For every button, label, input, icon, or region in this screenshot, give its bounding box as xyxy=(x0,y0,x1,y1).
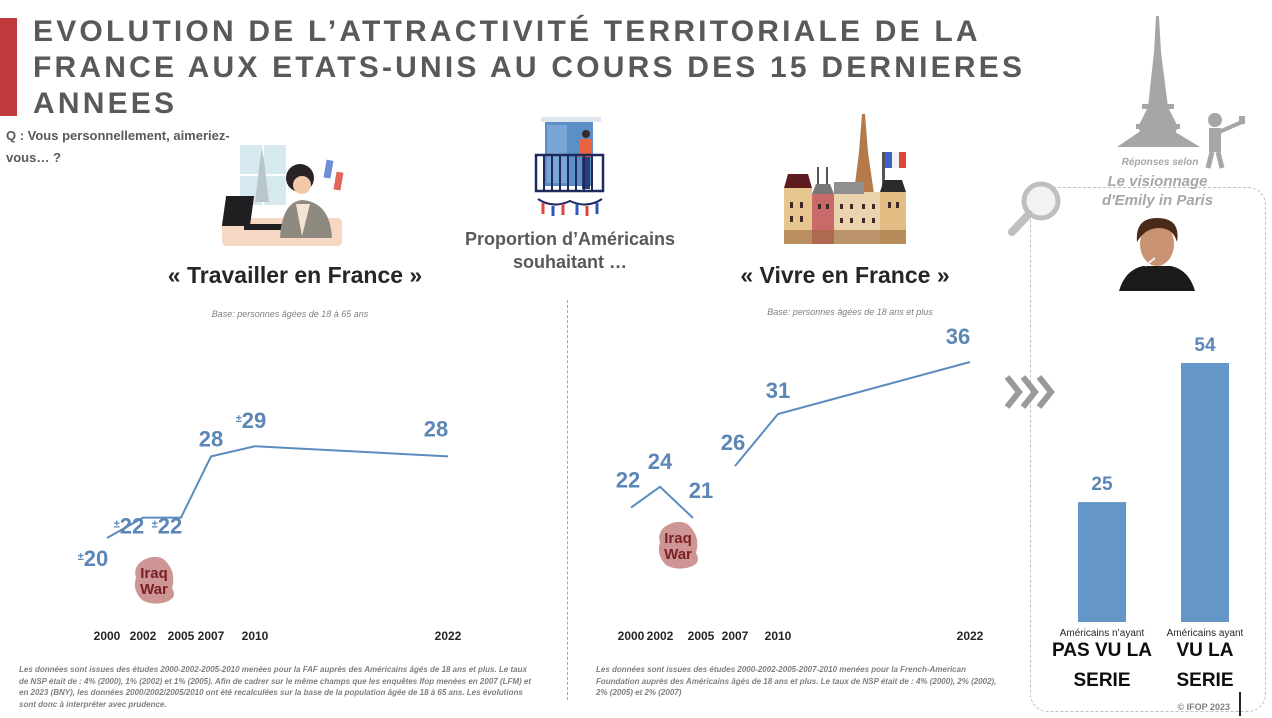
work-data-label: 28 xyxy=(424,416,448,441)
title-accent-bar xyxy=(0,18,17,116)
panel-title-line1: Le visionnage xyxy=(1107,173,1208,190)
work-x-tick-label: 2005 xyxy=(168,629,195,643)
actor-portrait-photo xyxy=(1115,214,1199,291)
bar2-caption-line2: SERIE xyxy=(1176,670,1234,691)
survey-question: Q : Vous personnellement, aimeriez-vous…… xyxy=(6,128,230,165)
live-chart-base-note: Base: personnes âgées de 18 ans et plus xyxy=(767,307,933,317)
work-data-label: ±29 xyxy=(236,408,267,433)
live-data-label: 26 xyxy=(721,430,745,455)
panel-title: Le visionnage d'Emily in Paris xyxy=(1075,172,1240,210)
live-iraq-war-label-line1: Iraq xyxy=(664,530,692,547)
work-data-label: 28 xyxy=(199,426,223,451)
page-title: EVOLUTION DE L’ATTRACTIVITÉ TERRITORIALE… xyxy=(33,15,1026,120)
work-chart-title: « Travailler en France » xyxy=(167,262,423,288)
live-x-tick-label: 2005 xyxy=(688,629,715,643)
bar1-caption-big: PAS VU LA SERIE xyxy=(1042,636,1162,696)
copyright-divider xyxy=(1239,692,1241,716)
live-iraq-war-shape xyxy=(658,521,698,569)
live-data-label: 21 xyxy=(689,478,713,503)
magnifying-glass-icon xyxy=(1008,181,1061,236)
live-data-label: 31 xyxy=(766,378,790,403)
bar2-caption-small: Américains ayant xyxy=(1166,628,1244,639)
bar1-caption-small: Américains n’ayant xyxy=(1059,628,1145,639)
bar1-caption-line1: PAS VU LA xyxy=(1052,640,1152,661)
section-divider xyxy=(567,300,568,700)
work-data-label: ±20 xyxy=(78,546,109,571)
work-series-line xyxy=(106,445,449,539)
live-chart-footnote: Les données sont issues des études 2000-… xyxy=(596,665,997,697)
live-series-line xyxy=(630,361,971,519)
live-data-label: 36 xyxy=(946,324,970,349)
work-iraq-war-label-line1: Iraq xyxy=(140,565,168,582)
live-data-label: 24 xyxy=(648,449,673,474)
man-on-balcony-illustration xyxy=(534,117,605,216)
panel-responses-label: Réponses selon xyxy=(1121,157,1199,168)
work-chart-base-note: Base: personnes âgées de 18 à 65 ans xyxy=(211,309,369,319)
work-x-tick-label: 2010 xyxy=(242,629,269,643)
work-x-tick-label: 2007 xyxy=(198,629,225,643)
work-chart-footnote: Les données sont issues des études 2000-… xyxy=(19,665,532,709)
live-x-tick-label: 2000 xyxy=(618,629,645,643)
work-x-tick-label: 2002 xyxy=(130,629,157,643)
work-iraq-war-label-line2: War xyxy=(140,581,168,598)
bar2-caption-line1: VU LA xyxy=(1176,640,1234,661)
work-x-tick-label: 2000 xyxy=(94,629,121,643)
live-data-label: 22 xyxy=(616,468,640,493)
paris-buildings-eiffel-tower-illustration xyxy=(784,114,906,244)
woman-working-laptop-illustration xyxy=(222,145,344,246)
eiffel-tower-selfie-icon xyxy=(1117,16,1245,169)
live-x-tick-label: 2022 xyxy=(957,629,984,643)
live-x-tick-label: 2002 xyxy=(647,629,674,643)
live-iraq-war-label-line2: War xyxy=(664,546,692,563)
work-x-tick-label: 2022 xyxy=(435,629,462,643)
work-data-label: ±22 xyxy=(114,514,145,539)
live-chart-title: « Vivre en France » xyxy=(740,262,950,288)
triple-chevron-right-icon xyxy=(1004,375,1055,409)
copyright: © IFOP 2023 xyxy=(1177,702,1231,712)
work-data-label: ±22 xyxy=(152,514,183,539)
panel-title-line2: d'Emily in Paris xyxy=(1101,192,1214,209)
live-x-tick-label: 2007 xyxy=(722,629,749,643)
center-label: Proportion d’Américains souhaitant … xyxy=(464,229,676,272)
emily-in-paris-panel xyxy=(1030,187,1266,712)
bar1-caption-line2: SERIE xyxy=(1073,670,1131,691)
work-iraq-war-shape xyxy=(134,556,174,604)
bar2-caption-big: VU LA SERIE xyxy=(1145,636,1265,696)
live-x-tick-label: 2010 xyxy=(765,629,792,643)
